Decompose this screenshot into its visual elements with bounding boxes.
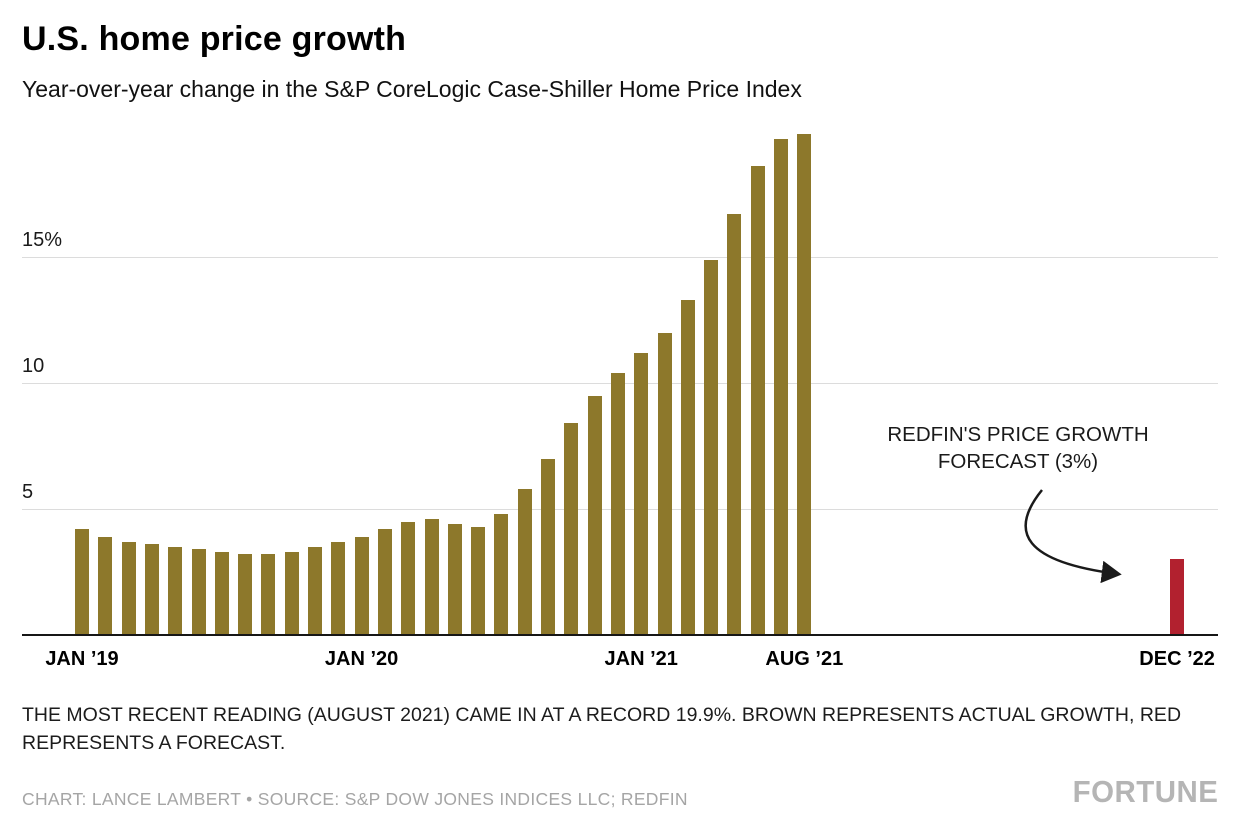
chart-bar-actual <box>727 214 742 635</box>
chart-bar-actual <box>308 546 322 635</box>
chart-bar-actual <box>447 524 462 635</box>
chart-bar-forecast <box>1170 559 1185 635</box>
x-axis-label: JAN ’19 <box>45 648 119 670</box>
chart-bar-actual <box>75 529 89 635</box>
chart-bar-actual <box>144 544 159 635</box>
chart-bar-actual <box>774 138 788 635</box>
chart-subtitle: Year-over-year change in the S&P CoreLog… <box>22 76 802 102</box>
chart-bar-actual <box>471 526 486 635</box>
footnote: THE MOST RECENT READING (AUGUST 2021) CA… <box>22 704 1182 754</box>
credit-line: CHART: LANCE LAMBERT • SOURCE: S&P DOW J… <box>22 789 688 809</box>
chart-bar-actual <box>610 372 625 635</box>
x-axis-label: DEC ’22 <box>1139 648 1215 670</box>
y-axis-tick-label: 10 <box>22 355 45 377</box>
y-axis-tick-label: 5 <box>22 481 34 503</box>
chart-bar-actual <box>401 521 416 635</box>
chart-bar-actual <box>261 554 276 635</box>
x-axis-label: AUG ’21 <box>765 648 844 670</box>
forecast-annotation: REDFIN'S PRICE GROWTH FORECAST (3%) <box>887 423 1149 473</box>
fortune-logo: FORTUNE <box>1072 774 1218 809</box>
chart-bar-actual <box>121 541 136 635</box>
chart-bar-actual <box>564 423 579 635</box>
chart-bar-actual <box>284 551 299 635</box>
chart-bar-actual <box>377 529 392 635</box>
x-axis-line <box>22 634 1218 636</box>
chart-bar-actual <box>331 541 346 635</box>
chart-bar-actual <box>168 546 183 635</box>
chart-bar-actual <box>680 299 695 635</box>
chart-bar-actual <box>750 166 765 635</box>
chart-bar-actual <box>214 551 229 635</box>
chart-bar-actual <box>191 549 206 635</box>
chart-bar-actual <box>587 395 602 635</box>
chart-bar-actual <box>354 536 369 635</box>
x-axis-label: JAN ’20 <box>324 648 399 670</box>
chart-bar-actual <box>797 133 812 635</box>
chart-bar-actual <box>424 519 439 635</box>
chart-bar-actual <box>238 554 253 635</box>
chart-bar-actual <box>494 514 509 635</box>
y-gridline <box>22 257 1218 258</box>
chart-bar-actual <box>657 332 672 635</box>
chart-title: U.S. home price growth <box>22 20 407 58</box>
chart-bar-actual <box>98 536 113 635</box>
y-axis-tick-label: 15% <box>22 229 63 251</box>
x-axis-label: JAN ’21 <box>604 648 678 670</box>
chart-bar-actual <box>517 488 532 635</box>
chart-bar-actual <box>634 352 649 635</box>
chart-bar-actual <box>704 259 719 635</box>
chart-bar-actual <box>541 458 555 635</box>
